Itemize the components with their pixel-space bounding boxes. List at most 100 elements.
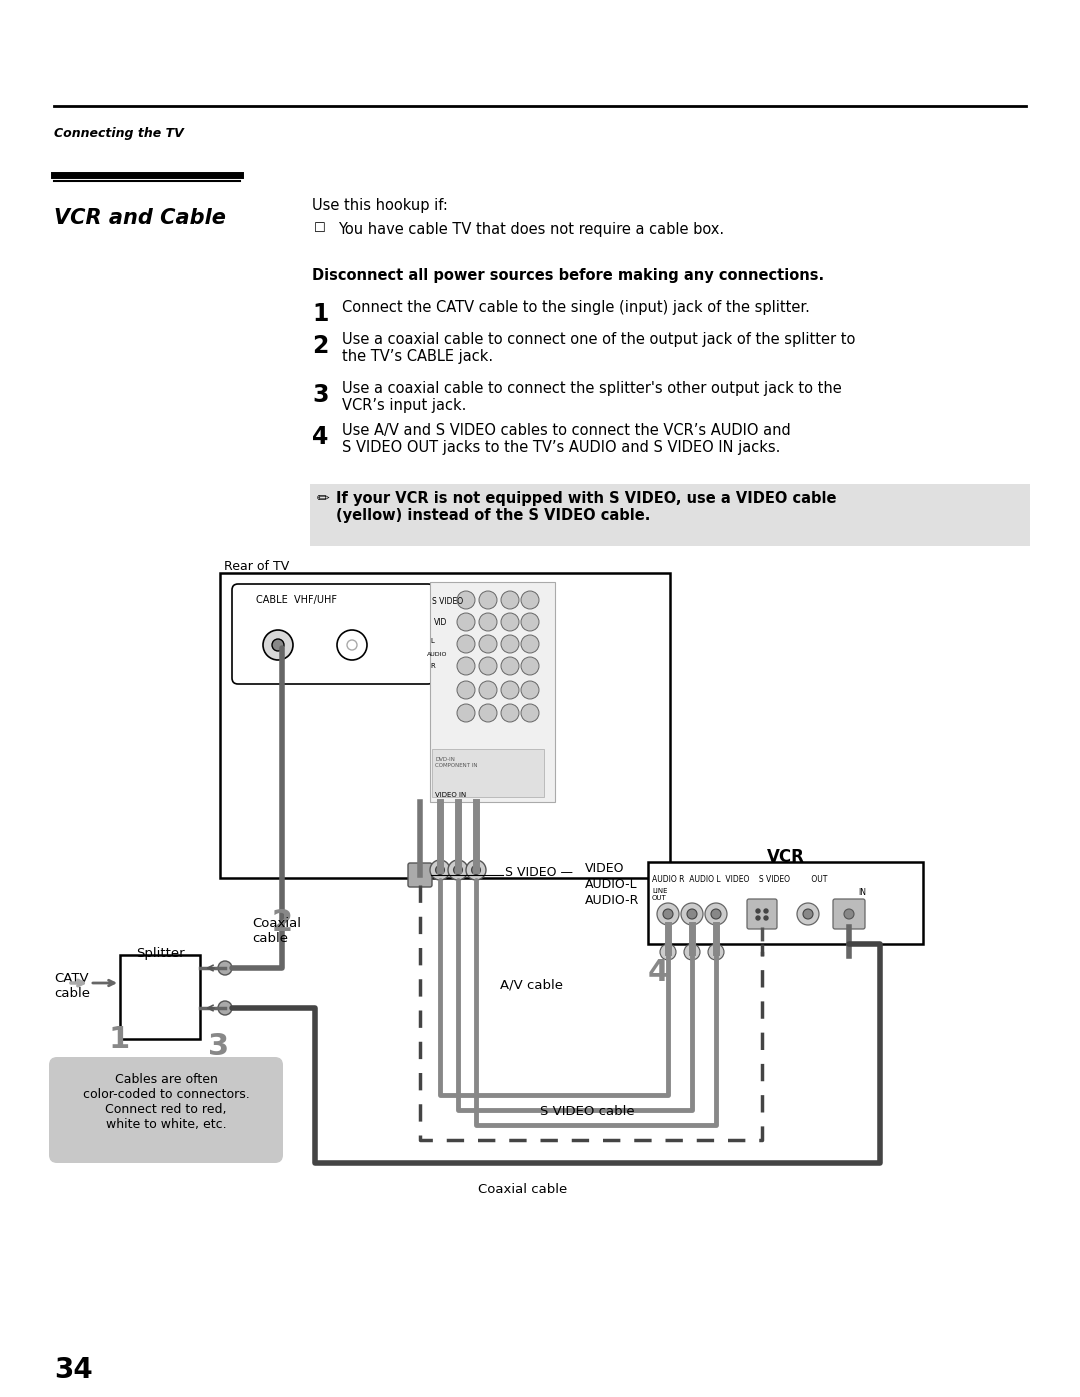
Circle shape: [218, 1002, 232, 1016]
Circle shape: [843, 909, 854, 919]
Bar: [220, 573, 670, 877]
Text: You have cable TV that does not require a cable box.: You have cable TV that does not require …: [338, 222, 724, 237]
Text: Use a coaxial cable to connect one of the output jack of the splitter to
the TV’: Use a coaxial cable to connect one of th…: [342, 332, 855, 365]
Circle shape: [457, 704, 475, 722]
Text: CABLE  VHF/UHF: CABLE VHF/UHF: [256, 595, 337, 605]
FancyBboxPatch shape: [49, 1058, 283, 1162]
Text: A/V cable: A/V cable: [500, 978, 563, 990]
Text: AUDIO: AUDIO: [427, 652, 447, 657]
Bar: [120, 956, 200, 1039]
Text: Coaxial
cable: Coaxial cable: [252, 916, 301, 944]
Circle shape: [501, 613, 519, 631]
Text: VCR and Cable: VCR and Cable: [54, 208, 226, 228]
Circle shape: [521, 680, 539, 698]
Circle shape: [472, 866, 481, 875]
Circle shape: [764, 916, 768, 921]
Text: 4: 4: [312, 425, 328, 448]
Circle shape: [457, 613, 475, 631]
Text: AUDIO-R: AUDIO-R: [585, 894, 639, 907]
Text: If your VCR is not equipped with S VIDEO, use a VIDEO cable
(yellow) instead of : If your VCR is not equipped with S VIDEO…: [336, 490, 837, 524]
Circle shape: [272, 638, 284, 651]
Circle shape: [454, 866, 462, 875]
Circle shape: [684, 944, 700, 960]
Text: 2: 2: [272, 908, 293, 937]
Circle shape: [660, 944, 676, 960]
Circle shape: [347, 640, 357, 650]
Circle shape: [457, 657, 475, 675]
Circle shape: [264, 630, 293, 659]
Circle shape: [218, 961, 232, 975]
Text: Use A/V and S VIDEO cables to connect the VCR’s AUDIO and
S VIDEO OUT jacks to t: Use A/V and S VIDEO cables to connect th…: [342, 423, 791, 455]
Text: LINE
OUT: LINE OUT: [652, 888, 667, 901]
Text: Use this hookup if:: Use this hookup if:: [312, 198, 448, 212]
Circle shape: [708, 944, 724, 960]
Text: R: R: [430, 664, 435, 669]
Text: VIDEO: VIDEO: [585, 862, 624, 875]
Circle shape: [764, 909, 768, 914]
Circle shape: [480, 636, 497, 652]
Circle shape: [480, 657, 497, 675]
Circle shape: [521, 591, 539, 609]
Circle shape: [681, 902, 703, 925]
Circle shape: [756, 916, 760, 921]
Circle shape: [711, 909, 721, 919]
Text: AUDIO-L: AUDIO-L: [585, 877, 637, 891]
Circle shape: [457, 680, 475, 698]
Circle shape: [657, 902, 679, 925]
Text: Connecting the TV: Connecting the TV: [54, 127, 184, 140]
Bar: [310, 483, 1030, 546]
Circle shape: [501, 704, 519, 722]
Text: VCR: VCR: [767, 848, 805, 866]
Circle shape: [501, 680, 519, 698]
Circle shape: [448, 861, 468, 880]
Circle shape: [480, 704, 497, 722]
Circle shape: [521, 657, 539, 675]
FancyBboxPatch shape: [232, 584, 434, 685]
Text: L: L: [430, 638, 434, 644]
Text: VIDEO IN: VIDEO IN: [435, 792, 467, 798]
Text: Splitter: Splitter: [136, 947, 185, 960]
Text: 1: 1: [108, 1025, 130, 1053]
Text: 4: 4: [648, 958, 670, 988]
Text: 3: 3: [208, 1032, 229, 1060]
Text: IN: IN: [858, 888, 866, 897]
Circle shape: [756, 909, 760, 914]
Circle shape: [521, 704, 539, 722]
Circle shape: [501, 591, 519, 609]
Circle shape: [435, 866, 445, 875]
Circle shape: [663, 909, 673, 919]
Text: 34: 34: [54, 1356, 93, 1384]
Circle shape: [480, 680, 497, 698]
Circle shape: [465, 861, 486, 880]
Text: S VIDEO cable: S VIDEO cable: [540, 1105, 635, 1118]
Circle shape: [480, 591, 497, 609]
Circle shape: [457, 636, 475, 652]
Text: Rear of TV: Rear of TV: [224, 560, 289, 573]
Text: ✏: ✏: [318, 490, 329, 506]
Text: 3: 3: [312, 383, 328, 407]
Text: 1: 1: [312, 302, 328, 326]
Text: Use a coaxial cable to connect the splitter's other output jack to the
VCR’s inp: Use a coaxial cable to connect the split…: [342, 381, 841, 414]
Circle shape: [521, 613, 539, 631]
Text: Cables are often
color-coded to connectors.
Connect red to red,
white to white, : Cables are often color-coded to connecto…: [83, 1073, 249, 1132]
Circle shape: [501, 657, 519, 675]
Circle shape: [501, 636, 519, 652]
Circle shape: [430, 861, 450, 880]
Circle shape: [797, 902, 819, 925]
Text: Disconnect all power sources before making any connections.: Disconnect all power sources before maki…: [312, 268, 824, 284]
Circle shape: [480, 613, 497, 631]
Bar: [432, 749, 544, 798]
Text: Coaxial cable: Coaxial cable: [478, 1183, 567, 1196]
FancyBboxPatch shape: [747, 900, 777, 929]
Text: VID: VID: [434, 617, 447, 627]
Text: ☐: ☐: [314, 222, 326, 235]
Circle shape: [687, 909, 697, 919]
Circle shape: [804, 909, 813, 919]
FancyBboxPatch shape: [408, 863, 432, 887]
FancyBboxPatch shape: [833, 900, 865, 929]
Text: CATV
cable: CATV cable: [54, 972, 90, 1000]
Circle shape: [521, 636, 539, 652]
Text: AUDIO R  AUDIO L  VIDEO    S VIDEO         OUT: AUDIO R AUDIO L VIDEO S VIDEO OUT: [652, 875, 827, 884]
Text: 2: 2: [312, 334, 328, 358]
Text: Connect the CATV cable to the single (input) jack of the splitter.: Connect the CATV cable to the single (in…: [342, 300, 810, 314]
